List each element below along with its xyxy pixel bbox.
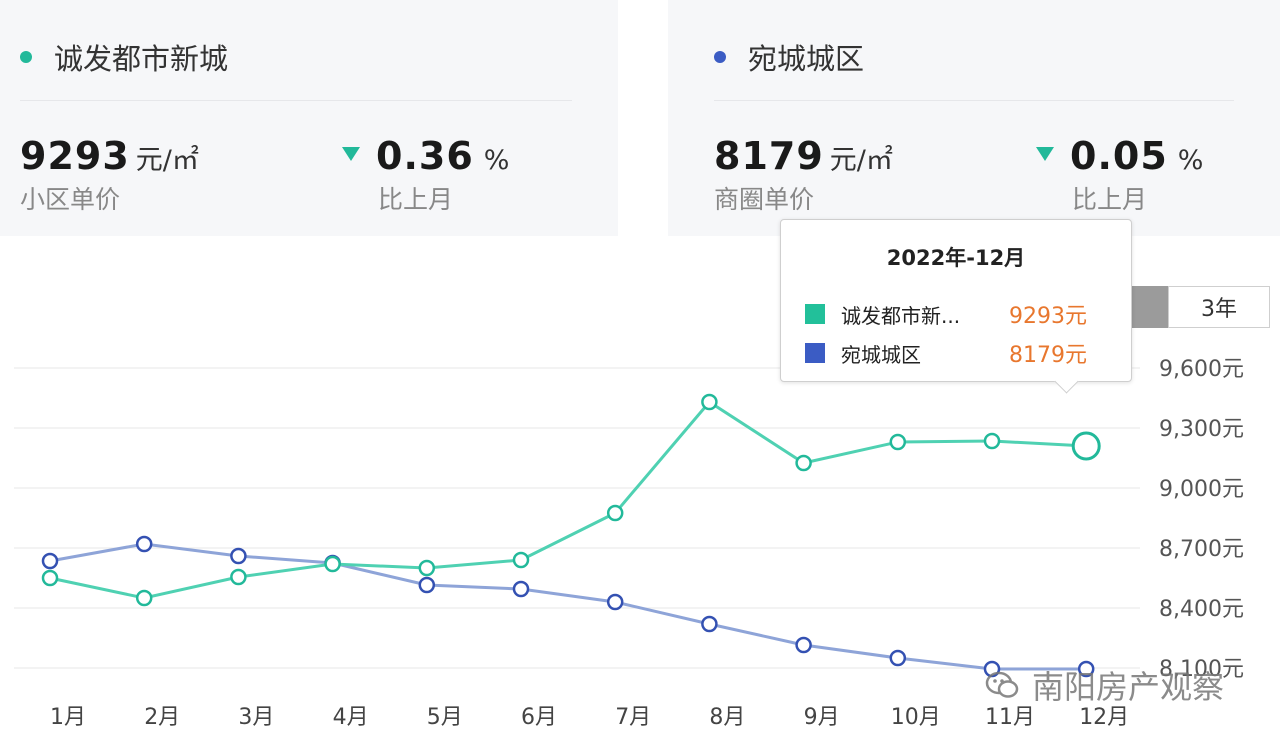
tooltip-row: 诚发都市新... 9293元 <box>805 298 1115 330</box>
x-tick-label: 3月 <box>238 705 274 730</box>
x-tick-label: 12月 <box>1079 705 1129 730</box>
data-point-1 <box>1077 660 1095 678</box>
period-tab-3y[interactable]: 3年 <box>1168 286 1270 328</box>
series-swatch <box>805 343 825 363</box>
wechat-icon <box>985 671 1019 698</box>
card-title: 宛城城区 <box>714 36 864 78</box>
change-metric: 0.05% 比上月 <box>1036 134 1203 216</box>
tooltip-row: 宛城城区 8179元 <box>805 337 1115 369</box>
data-point-1 <box>135 535 153 553</box>
tooltip-title: 2022年-12月 <box>886 246 1026 270</box>
down-triangle-icon <box>342 147 360 161</box>
unit-price-value: 9293 <box>20 134 130 178</box>
series-dot <box>20 51 32 63</box>
card-title-text: 宛城城区 <box>748 42 865 76</box>
unit-price-label: 小区单价 <box>20 185 121 214</box>
data-point-0 <box>701 393 718 411</box>
data-point-0 <box>135 589 153 607</box>
change-label: 比上月 <box>1072 185 1148 214</box>
y-tick-label: 9,000元 <box>1159 477 1244 502</box>
card-title: 诚发都市新城 <box>20 36 228 78</box>
data-point-0 <box>512 551 530 569</box>
change-unit: % <box>483 145 510 176</box>
data-point-0 <box>418 559 436 577</box>
divider <box>714 100 1234 101</box>
data-point-0 <box>1071 431 1101 461</box>
tooltip-series-name: 诚发都市新... <box>841 303 961 328</box>
change-value: 0.36 <box>376 134 474 178</box>
x-tick-label: 4月 <box>333 705 369 730</box>
unit-price-unit: 元/㎡ <box>135 145 199 176</box>
data-point-1 <box>230 547 247 565</box>
unit-price-unit: 元/㎡ <box>829 145 893 176</box>
down-triangle-icon <box>1036 147 1054 161</box>
data-point-0 <box>324 555 341 573</box>
x-tick-label: 2月 <box>144 705 180 730</box>
data-point-0 <box>606 504 624 522</box>
tooltip-series-name: 宛城城区 <box>841 342 921 367</box>
tooltip-series-value: 9293元 <box>1009 304 1087 329</box>
unit-price-label: 商圈单价 <box>714 185 815 214</box>
data-point-1 <box>418 576 436 594</box>
summary-card-community: 诚发都市新城 9293 元/㎡ 小区单价 0.36% 比上月 <box>0 0 618 236</box>
unit-price-value: 8179 <box>714 134 824 178</box>
y-tick-label: 8,700元 <box>1159 537 1244 562</box>
change-unit: % <box>1177 145 1204 176</box>
y-tick-label: 9,600元 <box>1159 357 1244 382</box>
y-tick-label: 8,100元 <box>1159 657 1244 682</box>
card-title-text: 诚发都市新城 <box>54 42 229 76</box>
data-point-0 <box>230 568 247 586</box>
data-point-1 <box>512 580 530 598</box>
data-point-1 <box>41 552 59 570</box>
watermark: 南阳房产观察 <box>984 662 1224 708</box>
tooltip-series-value: 8179元 <box>1009 343 1087 368</box>
change-metric: 0.36% 比上月 <box>342 134 509 216</box>
x-tick-label: 6月 <box>521 705 557 730</box>
data-point-0 <box>795 454 812 472</box>
data-point-1 <box>795 636 812 654</box>
y-tick-label: 9,300元 <box>1159 417 1244 442</box>
watermark-text: 南阳房产观察 <box>1032 668 1225 706</box>
unit-price-metric: 9293 元/㎡ 小区单价 <box>20 134 199 216</box>
period-tab-3y-label: 3年 <box>1201 297 1237 322</box>
series-line-0 <box>49 400 1087 600</box>
x-tick-label: 7月 <box>615 705 651 730</box>
chart-tooltip: 2022年-12月 诚发都市新... 9293元 宛城城区 8179元 <box>780 219 1132 394</box>
data-point-1 <box>701 615 718 633</box>
divider <box>20 100 572 101</box>
data-point-0 <box>889 433 907 451</box>
series-line-1 <box>49 542 1087 671</box>
x-tick-label: 5月 <box>427 705 463 730</box>
x-tick-label: 1月 <box>50 705 86 730</box>
change-label: 比上月 <box>378 185 454 214</box>
x-tick-label: 8月 <box>709 705 745 730</box>
data-point-1 <box>889 649 907 667</box>
change-value: 0.05 <box>1070 134 1168 178</box>
x-tick-label: 9月 <box>804 705 840 730</box>
summary-card-district: 宛城城区 8179 元/㎡ 商圈单价 0.05% 比上月 <box>668 0 1280 236</box>
data-point-0 <box>41 569 59 587</box>
unit-price-metric: 8179 元/㎡ 商圈单价 <box>714 134 893 216</box>
y-tick-label: 8,400元 <box>1159 597 1244 622</box>
series-swatch <box>805 304 825 324</box>
data-point-0 <box>983 432 1001 450</box>
series-dot <box>714 51 726 63</box>
x-tick-label: 10月 <box>891 705 941 730</box>
data-point-1 <box>606 593 624 611</box>
x-tick-label: 11月 <box>985 705 1035 730</box>
